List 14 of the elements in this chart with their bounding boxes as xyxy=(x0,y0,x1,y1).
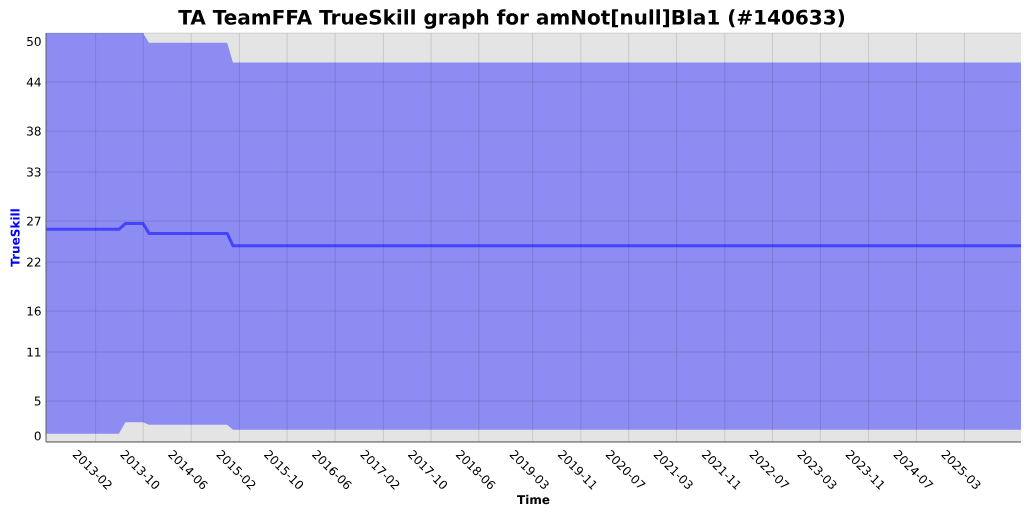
x-axis-title: Time xyxy=(517,494,550,505)
y-tick-label: 27 xyxy=(27,216,41,226)
y-tick-label: 5 xyxy=(34,396,41,406)
y-tick-label: 16 xyxy=(27,306,41,316)
y-tick-label: 44 xyxy=(26,77,41,87)
y-tick-label: 11 xyxy=(27,347,41,357)
y-tick-label: 22 xyxy=(27,257,41,267)
y-tick-label: 0 xyxy=(34,431,41,441)
y-axis-title: TrueSkill xyxy=(10,209,20,267)
y-tick-label: 38 xyxy=(27,126,41,136)
line-series xyxy=(46,222,1022,248)
y-tick-label: 50 xyxy=(27,36,41,47)
y-tick-label: 33 xyxy=(27,167,41,177)
chart-title: TA TeamFFA TrueSkill graph for amNot[null]Bla1 (#140633) xyxy=(178,9,845,29)
